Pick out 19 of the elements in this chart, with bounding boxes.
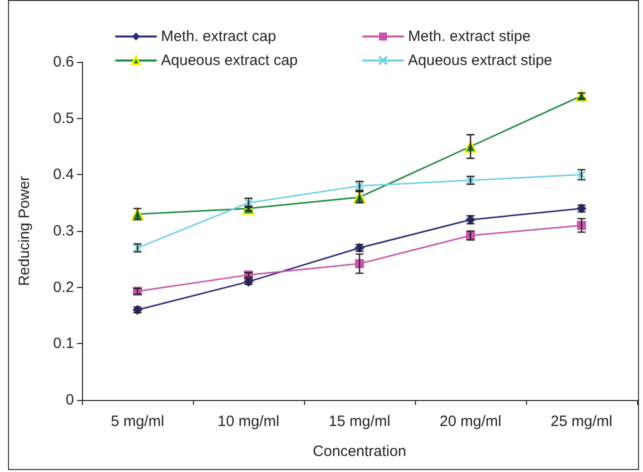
y-tick-label: 0 xyxy=(66,392,74,408)
y-tick-label: 0.1 xyxy=(53,335,74,352)
legend-label: Aqueous extract stipe xyxy=(408,52,552,69)
legend-label: Meth. extract stipe xyxy=(408,28,531,45)
y-tick-label: 0.6 xyxy=(53,54,74,70)
point xyxy=(575,90,588,102)
y-tick-label: 0.3 xyxy=(53,222,74,240)
legend-label: Meth. extract cap xyxy=(161,28,276,45)
x-tick-label: 25 mg/ml xyxy=(550,413,612,430)
x-axis-title: Concentration xyxy=(312,443,406,460)
legend-label: Aqueous extract cap xyxy=(161,52,298,69)
x-tick-label: 5 mg/ml xyxy=(110,413,164,430)
x-tick-label: 10 mg/ml xyxy=(218,413,280,430)
y-tick-label: 0.4 xyxy=(53,166,74,184)
y-axis-title: Reducing Power xyxy=(16,176,33,286)
x-tick-label: 15 mg/ml xyxy=(328,413,390,430)
y-tick-label: 0.5 xyxy=(53,110,74,127)
y-tick-label: 0.2 xyxy=(53,278,74,296)
x-tick-label: 20 mg/ml xyxy=(440,413,502,430)
